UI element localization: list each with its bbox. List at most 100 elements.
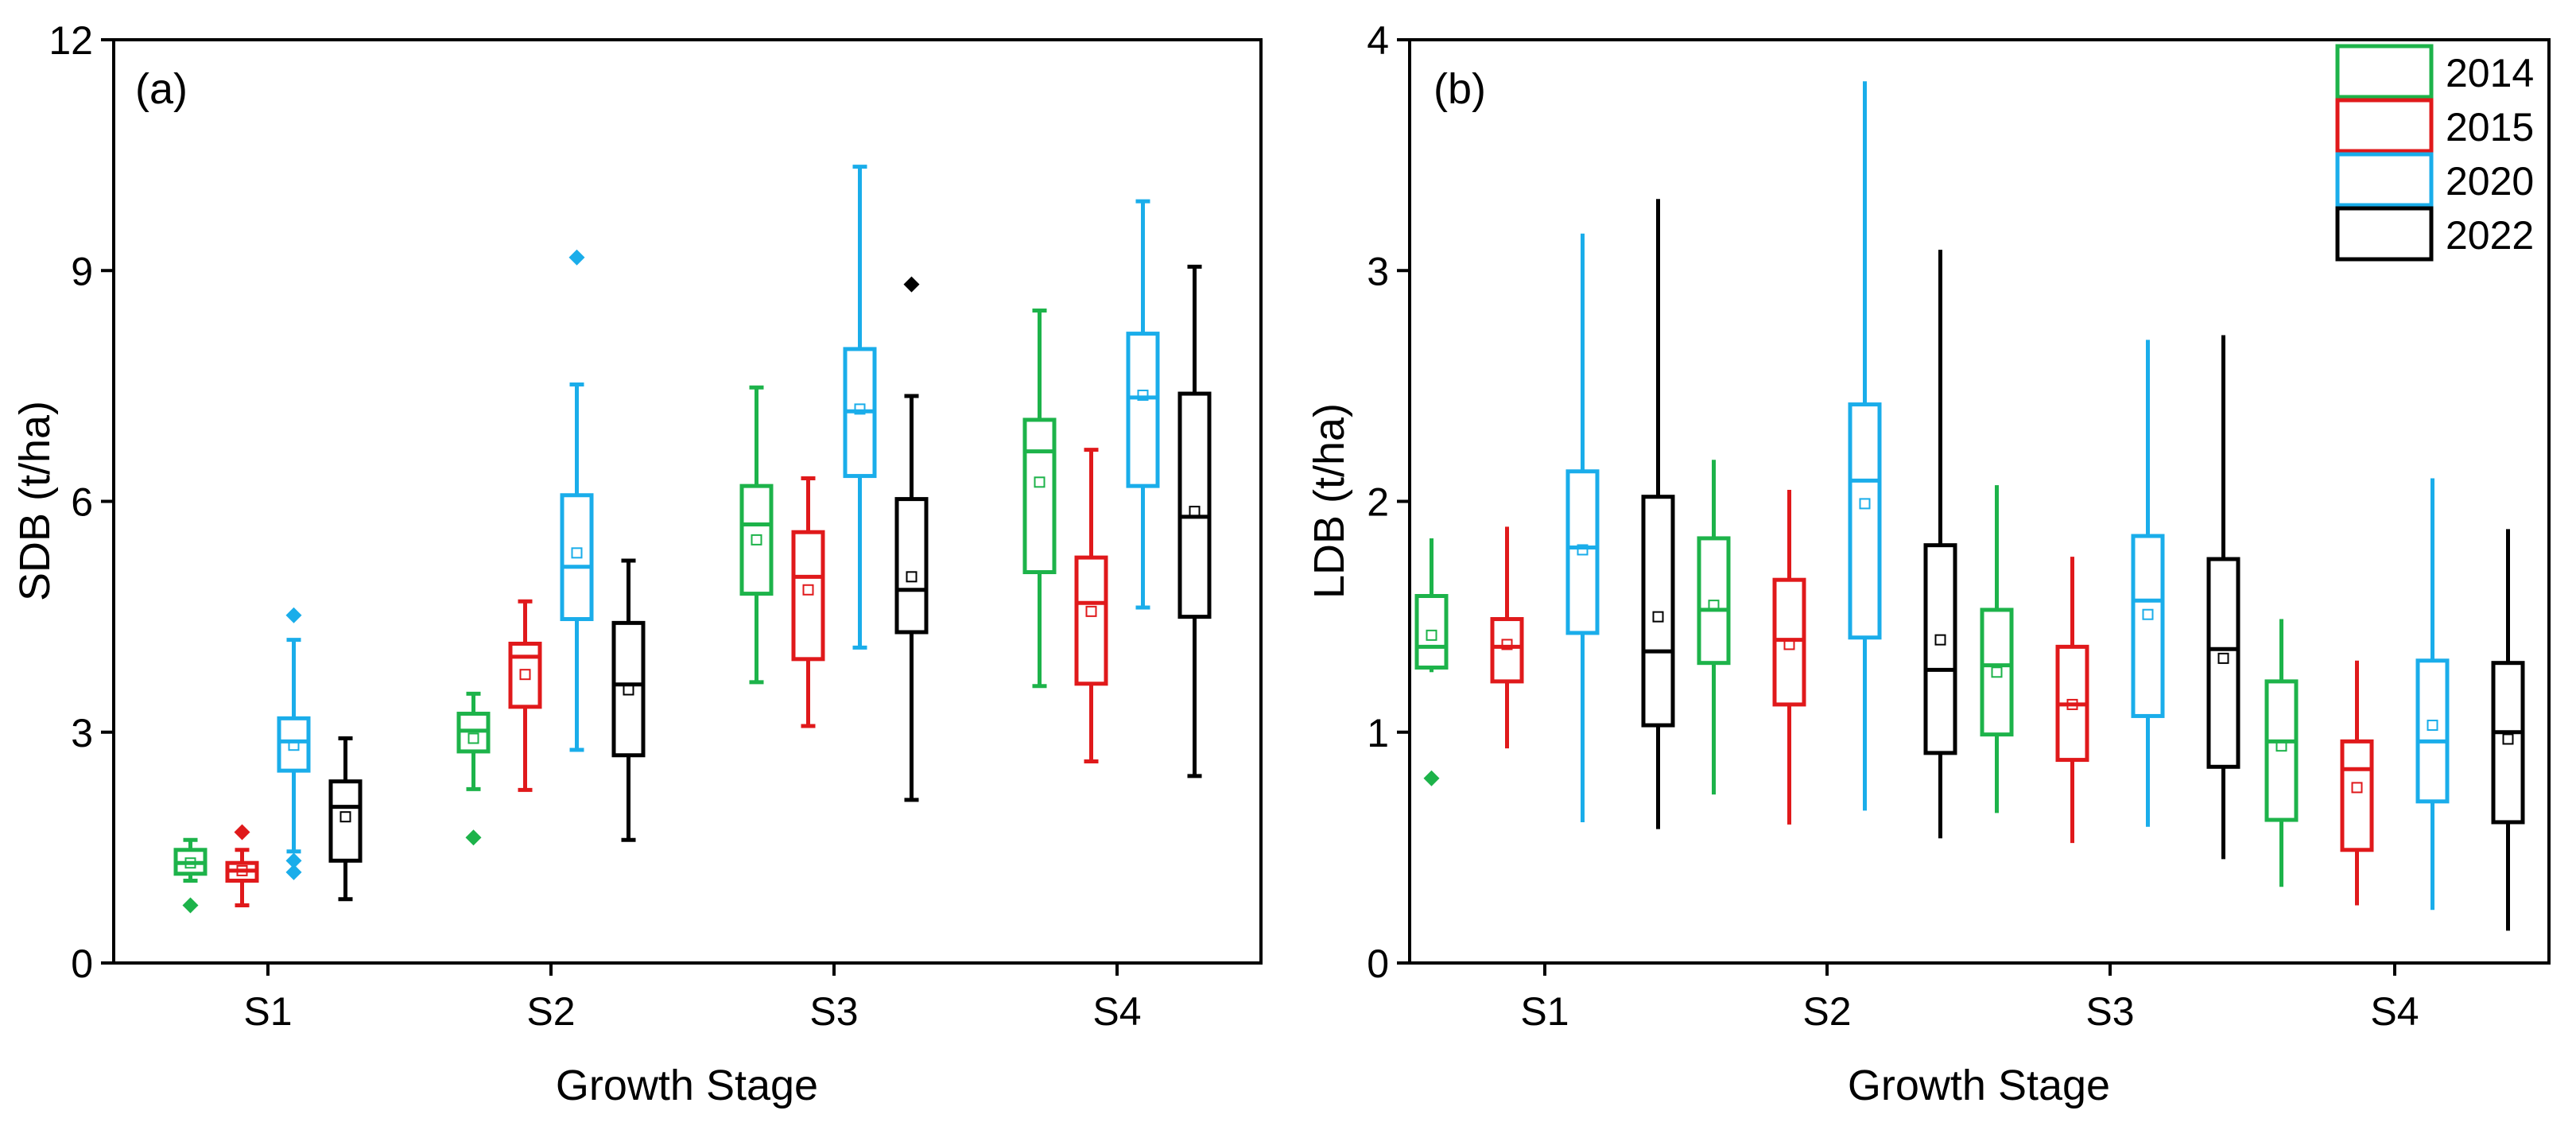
mean-marker <box>184 857 196 869</box>
x-tick-label: S2 <box>526 989 575 1034</box>
iqr-box <box>560 493 594 622</box>
box-2022-S3 <box>894 276 929 802</box>
outlier-point <box>285 607 302 623</box>
y-tick-label: 3 <box>71 711 93 755</box>
iqr-box <box>1980 608 2014 737</box>
legend-swatch-2020 <box>2335 152 2434 208</box>
box-2022-S4 <box>1177 264 1212 778</box>
box-2020-S3 <box>2131 340 2165 827</box>
x-tick-label: S1 <box>1520 989 1569 1034</box>
y-tick-label: 1 <box>1367 711 1389 755</box>
iqr-box <box>1565 469 1600 635</box>
mean-marker <box>519 669 531 681</box>
iqr-box <box>611 620 646 758</box>
mean-marker <box>1859 498 1871 510</box>
mean-marker <box>802 584 814 596</box>
y-tick-label: 0 <box>1367 942 1389 986</box>
mean-marker <box>906 571 918 583</box>
panel-a: 0 3 6 9 12 S1 S2 S3 S4 (a) Growth Stage SDB (t/… <box>11 18 1263 1109</box>
panel-a-x-axis-label: Growth Stage <box>556 1062 818 1109</box>
box-2014-S1 <box>1414 538 1449 786</box>
legend-entry-2014: 2014 <box>2335 44 2534 99</box>
panel-b-y-axis-label: LDB (t/ha) <box>1305 403 1353 599</box>
mean-marker <box>854 403 866 415</box>
panel-a-label: (a) <box>135 65 188 113</box>
panel-a-y-ticks: 0 3 6 9 12 <box>48 18 114 986</box>
iqr-box <box>1490 617 1524 684</box>
y-tick-label: 9 <box>71 249 93 293</box>
iqr-box <box>1923 543 1957 755</box>
box-2015-S1 <box>225 824 259 907</box>
mean-marker <box>1991 666 2003 678</box>
box-2022-S1 <box>328 736 363 902</box>
iqr-box <box>1772 577 1806 707</box>
box-2020-S1 <box>1565 233 1600 822</box>
box-2020-S4 <box>1126 199 1160 610</box>
x-tick-label: S2 <box>1802 989 1851 1034</box>
iqr-box <box>2340 739 2374 852</box>
iqr-box <box>277 716 311 773</box>
mean-marker <box>1577 544 1589 556</box>
box-2020-S4 <box>2415 478 2450 911</box>
outlier-point <box>465 829 482 846</box>
legend-label-2022: 2022 <box>2446 213 2534 258</box>
box-2020-S3 <box>843 165 877 650</box>
legend-swatch-2014 <box>2335 44 2434 99</box>
outlier-point <box>234 824 250 841</box>
mean-marker <box>1708 600 1720 612</box>
x-tick-label: S4 <box>1092 989 1141 1034</box>
iqr-box <box>1126 332 1160 488</box>
mean-marker <box>1426 629 1437 641</box>
iqr-box <box>1848 402 1882 640</box>
box-2014-S2 <box>456 691 491 846</box>
box-2022-S3 <box>2206 335 2240 860</box>
box-2014-S4 <box>1022 309 1057 689</box>
iqr-box <box>1414 594 1449 670</box>
panel-a-boxes <box>173 165 1212 914</box>
outlier-point <box>285 852 302 869</box>
legend-label-2014: 2014 <box>2446 51 2534 95</box>
legend-swatch-2015 <box>2335 98 2434 153</box>
outlier-point <box>568 249 585 266</box>
legend-swatch-2022 <box>2335 206 2434 262</box>
panel-b-y-ticks: 0 1 2 3 4 <box>1367 18 1410 986</box>
panel-a-y-axis-label: SDB (t/ha) <box>11 401 59 601</box>
iqr-box <box>2415 658 2450 804</box>
iqr-box <box>894 497 929 635</box>
y-tick-label: 0 <box>71 942 93 986</box>
box-2022-S2 <box>1923 250 1957 839</box>
mean-marker <box>2142 608 2154 620</box>
box-2014-S4 <box>2264 619 2299 887</box>
iqr-box <box>1022 417 1057 575</box>
box-2020-S1 <box>277 607 311 880</box>
box-2015-S2 <box>508 599 542 792</box>
box-2014-S1 <box>173 837 208 914</box>
iqr-box <box>1641 495 1675 728</box>
box-2014-S3 <box>1980 485 2014 813</box>
panel-b-x-axis-label: Growth Stage <box>1848 1062 2110 1109</box>
mean-marker <box>571 547 583 559</box>
mean-marker <box>1652 611 1664 623</box>
iqr-box <box>1074 555 1108 686</box>
iqr-box <box>508 641 542 709</box>
box-2022-S2 <box>611 558 646 842</box>
legend-label-2015: 2015 <box>2446 105 2534 149</box>
legend: 2014 2015 2020 2022 <box>2335 44 2534 262</box>
legend-entry-2022: 2022 <box>2335 206 2534 262</box>
box-2014-S3 <box>739 385 774 685</box>
box-2020-S2 <box>1848 81 1882 811</box>
box-2015-S4 <box>1074 448 1108 764</box>
mean-marker <box>1934 634 1946 646</box>
outlier-point <box>1423 770 1440 786</box>
mean-marker <box>1189 506 1201 518</box>
y-tick-label: 12 <box>48 18 93 63</box>
iqr-box <box>739 483 774 596</box>
panel-a-x-ticks: S1 S2 S3 S4 <box>243 963 1142 1034</box>
panel-a-frame <box>112 38 1263 965</box>
mean-marker <box>1034 476 1046 488</box>
mean-marker <box>1501 639 1513 650</box>
mean-marker <box>2502 733 2514 745</box>
mean-marker <box>2427 720 2438 732</box>
box-2015-S1 <box>1490 526 1524 749</box>
iqr-box <box>1177 391 1212 619</box>
